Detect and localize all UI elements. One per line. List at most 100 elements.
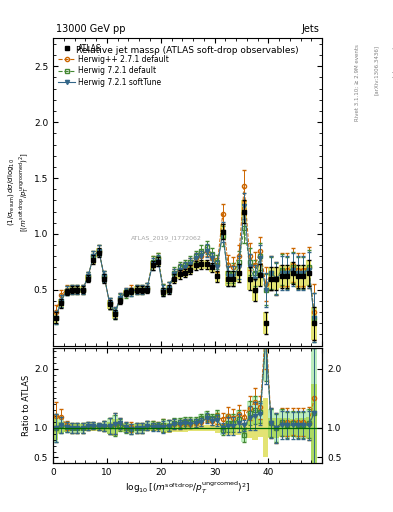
Bar [263,398,268,457]
Bar [247,418,252,438]
Bar [296,265,301,288]
Bar [204,260,209,268]
Bar [279,409,285,436]
Bar [107,421,112,434]
Bar [231,421,236,435]
Bar [129,424,134,432]
Bar [209,424,215,431]
Bar [177,270,182,279]
Bar [85,425,91,431]
Bar [215,423,220,433]
Bar [91,422,96,430]
Bar [171,424,177,432]
Y-axis label: $(1/\sigma_{\rm resum})\,d\sigma/d\log_{10}$
$[(m^{\rm soft\,drop}/p_T^{\rm ungr: $(1/\sigma_{\rm resum})\,d\sigma/d\log_{… [6,152,31,232]
Bar [134,423,139,433]
Bar [129,288,134,294]
Bar [53,312,59,323]
Bar [107,300,112,309]
Y-axis label: Ratio to ATLAS: Ratio to ATLAS [22,375,31,436]
Bar [236,410,242,428]
Bar [69,286,75,293]
Bar [312,307,317,340]
Bar [193,261,198,270]
Bar [220,224,225,240]
Bar [252,396,258,424]
Bar [296,412,301,438]
Bar [215,410,220,421]
Bar [258,418,263,437]
Bar [182,268,188,278]
Bar [220,424,225,432]
Bar [139,286,145,293]
Bar [101,424,107,432]
Bar [59,422,64,434]
Bar [112,419,118,436]
Text: 13000 GeV pp: 13000 GeV pp [56,24,125,34]
Bar [306,260,312,286]
Bar [236,421,242,435]
Bar [268,418,274,438]
Bar [150,421,155,430]
Bar [91,425,96,431]
Bar [241,200,247,223]
Bar [69,424,75,432]
Bar [166,423,171,433]
Text: ATLAS_2019_I1772062: ATLAS_2019_I1772062 [131,235,202,241]
Bar [118,423,123,432]
Bar [252,416,258,440]
Bar [161,419,166,432]
Bar [225,421,231,435]
Bar [225,271,231,286]
Bar [85,275,91,282]
Bar [268,267,274,290]
Bar [150,261,155,270]
Bar [118,419,123,431]
Bar [182,417,188,426]
Bar [312,383,317,472]
Bar [64,422,69,432]
Bar [91,255,96,264]
Bar [134,424,139,432]
Bar [139,423,145,433]
Bar [306,409,312,438]
Text: Jets: Jets [302,24,320,34]
Bar [252,279,258,301]
X-axis label: $\log_{10}[(m^{\rm soft\,drop}/p_T^{\rm ungroomed})^2]$: $\log_{10}[(m^{\rm soft\,drop}/p_T^{\rm … [125,480,250,496]
Bar [112,415,118,436]
Bar [306,417,312,439]
Bar [188,417,193,426]
Bar [145,421,150,430]
Bar [155,258,161,266]
Bar [296,418,301,437]
Bar [69,423,75,433]
Bar [231,271,236,286]
Bar [215,271,220,282]
Bar [285,412,290,438]
Bar [134,286,139,293]
Text: Rivet 3.1.10; ≥ 2.9M events: Rivet 3.1.10; ≥ 2.9M events [355,45,360,121]
Bar [204,424,209,431]
Bar [290,262,296,284]
Bar [198,414,204,422]
Bar [161,288,166,296]
Bar [242,429,247,442]
Bar [301,265,306,288]
Bar [75,423,80,433]
Bar [177,424,182,432]
Bar [301,412,306,438]
Bar [171,418,177,428]
Bar [301,418,306,437]
Bar [145,286,150,293]
Bar [75,424,80,432]
Bar [268,409,274,437]
Bar [101,274,107,283]
Bar [312,348,317,478]
Bar [107,418,112,434]
Bar [150,424,155,431]
Bar [161,423,166,433]
Bar [112,310,118,319]
Bar [274,418,279,438]
Bar [155,425,161,431]
Bar [171,274,177,283]
Legend: ATLAS, Herwig++ 2.7.1 default, Herwig 7.2.1 default, Herwig 7.2.1 softTune: ATLAS, Herwig++ 2.7.1 default, Herwig 7.… [55,40,172,90]
